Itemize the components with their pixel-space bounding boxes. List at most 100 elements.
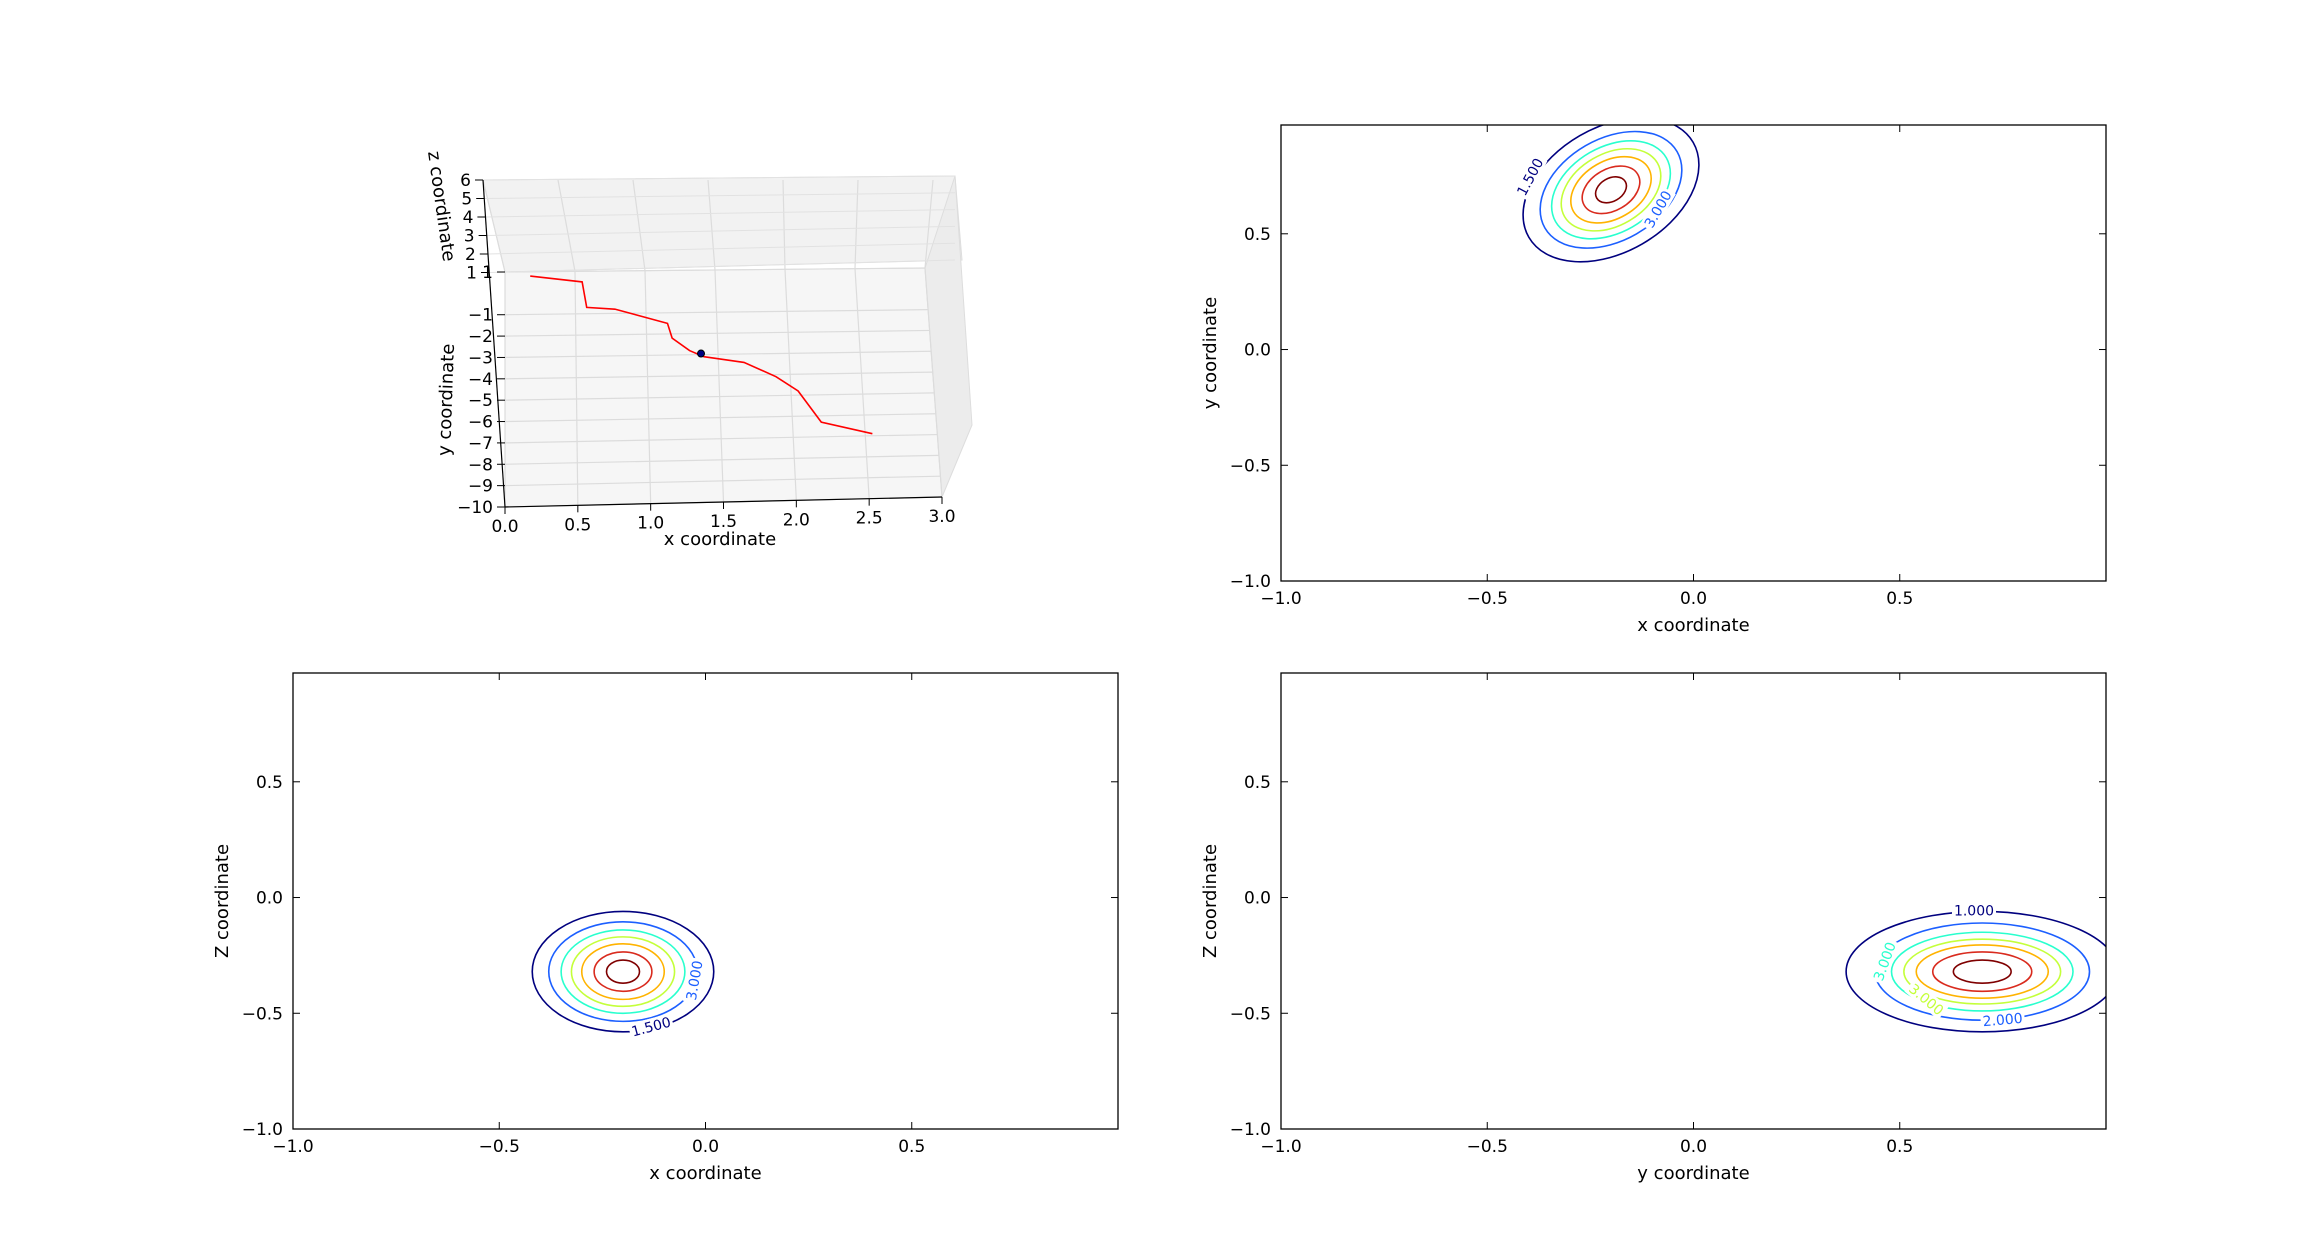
trajectory-series (530, 275, 873, 435)
x-tick-label: −1.0 (272, 1137, 313, 1157)
contour-level-2 (1581, 165, 1641, 215)
grid-line-y (504, 475, 941, 487)
grid-line-x-top (707, 179, 716, 271)
y-tick-label-3d: −5 (468, 391, 493, 411)
top-pane (482, 175, 963, 273)
grid-line-x (644, 270, 652, 504)
contour-level-1 (605, 959, 641, 984)
contour-label: 1.000 (1952, 902, 1996, 920)
grid-line-y (504, 392, 935, 401)
contour-label: 3.000 (682, 957, 707, 1004)
contour-level-3 (580, 943, 666, 1001)
grid-line-z (484, 192, 956, 199)
y-tick-label-3d: −10 (457, 498, 493, 518)
y-tick-label: 0.5 (1244, 225, 1271, 245)
contour-label: 2.000 (1980, 1009, 2026, 1030)
grid-3d (482, 175, 956, 508)
x-tick-label: −1.0 (1260, 589, 1301, 609)
y-tick-label: −0.5 (1230, 1004, 1271, 1024)
y-tick-label: 0.0 (1244, 889, 1271, 909)
z-tick-label-3d: 2 (465, 245, 476, 265)
y-axis-label: Z coordinate (212, 844, 233, 958)
x-tick-label-3d: 2.5 (856, 509, 883, 529)
contour-label-text: 3.000 (684, 959, 707, 1001)
y-axis-label: Z coordinate (1200, 844, 1221, 958)
z-tick-label-3d: 4 (463, 208, 474, 228)
grid-line-z (482, 175, 956, 181)
grid-line-z (487, 242, 956, 255)
x-tick-label: −0.5 (1467, 1137, 1508, 1157)
trajectory-line (530, 275, 873, 435)
grid-line-x (924, 267, 943, 498)
contour-level-2 (1931, 951, 2033, 993)
grid-line-x-top (557, 179, 576, 272)
x-tick-label: −1.0 (1260, 1137, 1301, 1157)
y-tick-label: 0.0 (256, 889, 283, 909)
x-axis-label: y coordinate (1637, 1163, 1749, 1184)
y-tick-label-3d: −8 (468, 455, 493, 475)
y-tick-label: −1.0 (242, 1120, 283, 1140)
y-tick-label: −1.0 (1230, 1120, 1271, 1140)
contour-level-4 (570, 936, 676, 1008)
grid-line-z (485, 209, 956, 218)
contour-level-6 (1539, 130, 1683, 249)
contour-level-1 (1952, 959, 2012, 984)
x-tick-label-3d: 0.5 (564, 515, 591, 535)
grid-line-x-top (924, 179, 934, 269)
y-tick-label-3d: −6 (468, 413, 493, 433)
x-tick-label-3d: 3.0 (928, 507, 955, 527)
grid-line-y (504, 413, 936, 423)
grid-line-z (488, 259, 956, 273)
trajectory-point (697, 349, 706, 358)
grid-line-y (504, 309, 929, 316)
y-tick-label: 0.0 (1244, 341, 1271, 361)
contour-level-5 (560, 929, 686, 1015)
x-tick-label-3d: 1.5 (710, 512, 737, 532)
x-tick-label-3d: 1.0 (637, 514, 664, 534)
x-axis-label-3d: x coordinate (664, 529, 776, 550)
grid-line-x (854, 268, 870, 499)
x-axis-label: x coordinate (1637, 615, 1749, 636)
contour-level-2 (593, 951, 653, 993)
x-tick-label: 0.0 (1680, 589, 1707, 609)
y-tick-label: −1.0 (1230, 572, 1271, 592)
z-tick-label-3d: 5 (461, 190, 472, 210)
floor-pane (504, 267, 943, 508)
ticks: −1.0 −0.5 0.0 0.5 −1.0 −0.5 0.0 0.5 (1230, 673, 2106, 1157)
y-tick-label-3d: −1 (468, 306, 493, 326)
y-tick-label-3d: −4 (468, 370, 493, 390)
grid-line-y (504, 433, 938, 444)
contour-level-3 (1915, 944, 2050, 1000)
z-tick-label-3d: 1 (466, 264, 477, 284)
ticks-3d: 0.0 0.5 1.0 1.5 2.0 2.5 3.0 1 −1−2−3−4−5−6−7−8−9… (457, 171, 955, 537)
grid-line-x (784, 269, 797, 501)
contour-level-4 (1903, 938, 2062, 1005)
ticks: −1.0 −0.5 0.0 0.5 −1.0 −0.5 0.0 0.5 (242, 673, 1118, 1157)
grid-line-x-top (482, 179, 506, 273)
grid-line-x-top (854, 179, 859, 269)
ticks: −1.0 −0.5 0.0 0.5 −1.0 −0.5 0.0 0.5 (1230, 125, 2106, 609)
trajectory-3d-plot: 0.0 0.5 1.0 1.5 2.0 2.5 3.0 1 −1−2−3−4−5−6−7−8−9… (423, 150, 973, 550)
y-axis-label: y coordinate (1200, 297, 1221, 409)
x-axis-label: x coordinate (649, 1163, 761, 1184)
contour-label-text: 1.000 (1954, 904, 1994, 920)
z-tick-label-3d: 3 (464, 227, 475, 247)
x-tick-label: 0.5 (1886, 589, 1913, 609)
grid-line-y (504, 329, 930, 337)
y-tick-label: 0.5 (1244, 773, 1271, 793)
x-tick-label-3d: 2.0 (783, 510, 810, 530)
x-tick-label: 0.0 (1680, 1137, 1707, 1157)
x-tick-label: 0.5 (898, 1137, 925, 1157)
x-tick-label: 0.0 (692, 1137, 719, 1157)
x-tick-label-3d: 0.0 (491, 517, 518, 537)
y-tick-label: −0.5 (1230, 456, 1271, 476)
grid-line-x (714, 269, 725, 503)
y-tick-label-3d: −7 (468, 434, 493, 454)
y-tick-label: −0.5 (242, 1004, 283, 1024)
contour-level-5 (1890, 931, 2074, 1012)
grid-line-y (504, 350, 932, 359)
contour-level-3 (1569, 155, 1653, 224)
y-axis-label-3d: y coordinate (434, 343, 459, 456)
